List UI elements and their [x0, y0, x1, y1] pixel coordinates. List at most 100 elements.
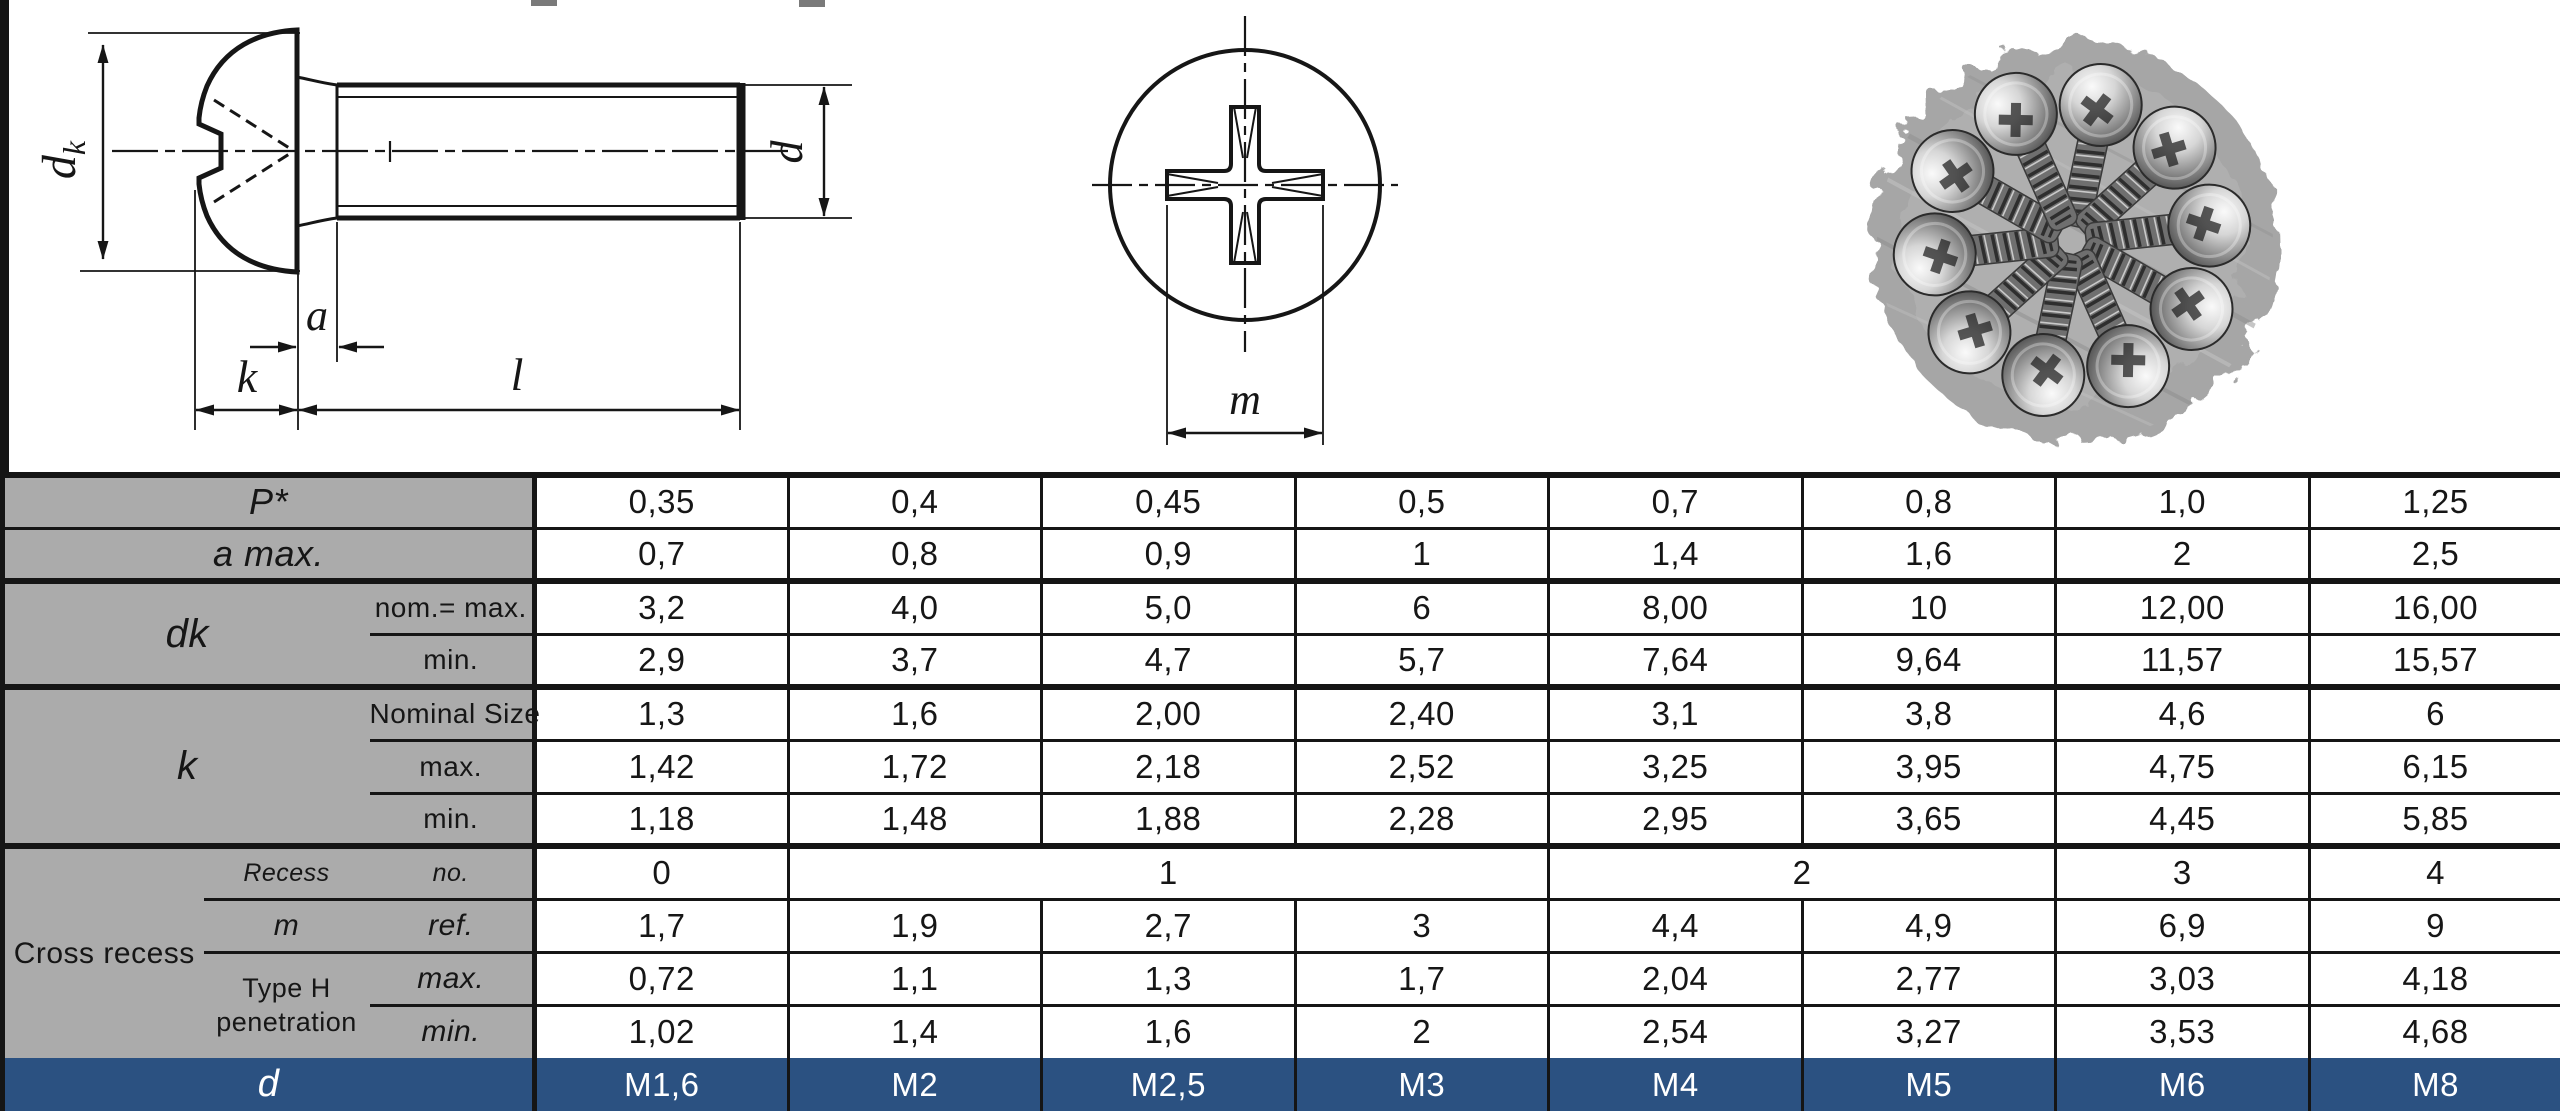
data-cell: 3,95 — [1800, 738, 2058, 795]
spec-table: P* 0,35 0,4 0,45 0,5 0,7 0,8 1,0 1,25 a max. 0,7 0,… — [0, 472, 2560, 1111]
data-cell: 2 — [2054, 526, 2311, 583]
data-cell: 1,1 — [786, 950, 1044, 1007]
data-cell: 4,45 — [2054, 791, 2311, 848]
data-cell: 3,03 — [2054, 950, 2311, 1007]
data-cell: 1,6 — [1040, 1003, 1297, 1058]
row-label-dk: dk — [2, 578, 370, 689]
data-cell: 3 — [2054, 843, 2311, 901]
data-cell: 1,3 — [533, 684, 790, 742]
data-cell: 1,88 — [1040, 791, 1297, 848]
data-cell: 0,8 — [786, 526, 1044, 583]
data-cell: 4,0 — [786, 578, 1044, 636]
row-sublabel: ref. — [369, 897, 538, 954]
data-cell: 4,75 — [2054, 738, 2311, 795]
data-cell: 1,3 — [1040, 950, 1297, 1007]
label-k: k — [237, 351, 259, 402]
data-cell: 0,5 — [1293, 473, 1551, 530]
data-cell: 4,68 — [2307, 1003, 2560, 1058]
data-cell: 1,42 — [533, 738, 790, 795]
product-photo — [1872, 43, 2278, 443]
data-cell: 4,6 — [2054, 684, 2311, 742]
top-view-drawing — [1092, 16, 1398, 445]
data-cell: 0,7 — [533, 526, 790, 583]
data-cell: 8,00 — [1547, 578, 1804, 636]
data-cell: 0,4 — [786, 473, 1044, 530]
page-left-border — [0, 0, 9, 472]
dimension-table-area: P* 0,35 0,4 0,45 0,5 0,7 0,8 1,0 1,25 a max. 0,7 0,… — [0, 472, 2560, 1111]
label-d: d — [761, 140, 812, 164]
row-sublabel: Nominal Size — [369, 684, 540, 742]
data-cell: 6,15 — [2307, 738, 2560, 795]
row-sublabel: min. — [369, 791, 538, 848]
data-cell: 2,9 — [533, 632, 790, 689]
row-label-pitch: P* — [2, 473, 538, 530]
row-sublabel: no. — [369, 843, 538, 901]
data-cell: 3,27 — [1800, 1003, 2058, 1058]
technical-drawings: dk a k l d m — [0, 0, 2560, 472]
data-cell: 1 — [1293, 526, 1551, 583]
data-cell: 0,9 — [1040, 526, 1297, 583]
data-cell: 1,6 — [786, 684, 1044, 742]
data-cell: 1,7 — [1293, 950, 1551, 1007]
drawings-svg: dk a k l d m — [0, 0, 2278, 472]
data-cell: 2,95 — [1547, 791, 1804, 848]
data-cell: 5,7 — [1293, 632, 1551, 689]
data-cell: 1,6 — [1800, 526, 2058, 583]
data-cell: 3,7 — [786, 632, 1044, 689]
data-cell: 3,2 — [533, 578, 790, 636]
data-cell: 4,9 — [1800, 897, 2058, 954]
recess-hidden-line — [213, 149, 295, 204]
phillips-cross-detail — [1166, 106, 1324, 264]
data-cell: 9 — [2307, 897, 2560, 954]
data-cell: 1,9 — [786, 897, 1044, 954]
data-cell: 3,8 — [1800, 684, 2058, 742]
phillips-cross-outline — [1165, 105, 1325, 265]
data-cell: M4 — [1547, 1058, 1804, 1111]
data-cell: 9,64 — [1800, 632, 2058, 689]
data-cell: 1,18 — [533, 791, 790, 848]
data-cell: 2,18 — [1040, 738, 1297, 795]
data-cell: 1,4 — [786, 1003, 1044, 1058]
data-cell: 2,5 — [2307, 526, 2560, 583]
side-view-drawing — [80, 27, 852, 430]
data-cell: M6 — [2054, 1058, 2311, 1111]
data-cell: 1,72 — [786, 738, 1044, 795]
data-cell: 15,57 — [2307, 632, 2560, 689]
data-cell: 5,0 — [1040, 578, 1297, 636]
screw-head-outline — [196, 27, 300, 275]
data-cell: 0,35 — [533, 473, 790, 530]
row-label-k: k — [2, 684, 370, 848]
data-cell: 0,72 — [533, 950, 790, 1007]
recess-hidden-line — [213, 98, 295, 153]
label-a: a — [306, 291, 328, 340]
side-view-labels: dk a k l d — [33, 140, 812, 403]
data-cell: 4,4 — [1547, 897, 1804, 954]
head-circle — [1108, 48, 1382, 322]
data-cell: 0,8 — [1800, 473, 2058, 530]
data-cell: M1,6 — [533, 1058, 790, 1111]
row-sublabel: m — [203, 897, 370, 954]
crop-artifact — [531, 0, 557, 6]
data-cell: 1,02 — [533, 1003, 790, 1058]
data-cell: 0,45 — [1040, 473, 1297, 530]
data-cell: M8 — [2307, 1058, 2560, 1111]
data-cell: 2,04 — [1547, 950, 1804, 1007]
data-cell: 3 — [1293, 897, 1551, 954]
label-l: l — [511, 349, 524, 400]
data-cell: 4,7 — [1040, 632, 1297, 689]
data-cell: 2,77 — [1800, 950, 2058, 1007]
data-cell: 5,85 — [2307, 791, 2560, 848]
data-cell: 10 — [1800, 578, 2058, 636]
row-sublabel: max. — [369, 738, 538, 795]
data-cell: 0,7 — [1547, 473, 1804, 530]
data-cell: 6,9 — [2054, 897, 2311, 954]
spec-table-body: P* 0,35 0,4 0,45 0,5 0,7 0,8 1,0 1,25 a max. 0,7 0,… — [0, 473, 2560, 1111]
data-cell: 1,4 — [1547, 526, 1804, 583]
data-cell: 6 — [1293, 578, 1551, 636]
label-dk: dk — [33, 140, 92, 179]
row-sublabel: max. — [369, 950, 538, 1007]
data-cell: 3,25 — [1547, 738, 1804, 795]
data-cell: 6 — [2307, 684, 2560, 742]
